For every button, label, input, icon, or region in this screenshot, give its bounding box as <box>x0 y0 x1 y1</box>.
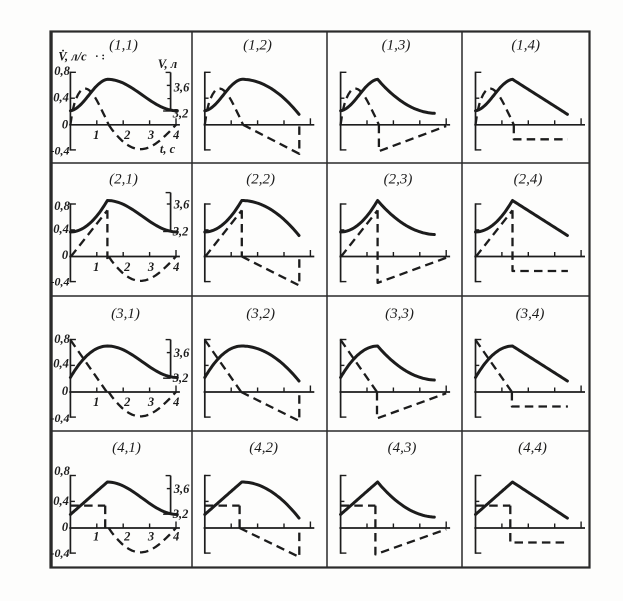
svg-text:0: 0 <box>62 248 69 262</box>
svg-text:2: 2 <box>123 260 130 274</box>
svg-text:(4,2): (4,2) <box>249 440 278 456</box>
svg-text:(2,4): (2,4) <box>514 172 543 188</box>
svg-text:0: 0 <box>62 117 69 131</box>
svg-text:(4,4): (4,4) <box>518 440 547 456</box>
svg-text:1: 1 <box>93 395 99 409</box>
svg-text:(1,3): (1,3) <box>382 38 411 54</box>
svg-text:1: 1 <box>93 128 99 142</box>
svg-text:3,6: 3,6 <box>173 482 190 496</box>
svg-text:4: 4 <box>172 128 179 142</box>
svg-text:0,8: 0,8 <box>54 64 70 78</box>
svg-text:3,2: 3,2 <box>172 106 189 120</box>
svg-text:2: 2 <box>123 395 130 409</box>
svg-text:t, c: t, c <box>160 142 176 156</box>
svg-text:2: 2 <box>123 530 130 544</box>
svg-text:-0,4: -0,4 <box>51 546 70 560</box>
svg-text:(3,1): (3,1) <box>111 306 140 322</box>
svg-text:3: 3 <box>147 260 154 274</box>
svg-text:(3,3): (3,3) <box>385 306 414 322</box>
svg-text:(4,1): (4,1) <box>112 440 141 456</box>
svg-text:V, л: V, л <box>158 57 177 71</box>
svg-text:(1,2): (1,2) <box>243 38 272 54</box>
svg-text:0,8: 0,8 <box>54 332 70 346</box>
svg-text:3,6: 3,6 <box>173 80 190 94</box>
svg-text:(2,2): (2,2) <box>246 172 275 188</box>
svg-text:0,4: 0,4 <box>53 494 69 508</box>
svg-text:3,2: 3,2 <box>172 507 189 521</box>
svg-text:0,4: 0,4 <box>53 222 69 236</box>
svg-text:-0,4: -0,4 <box>51 411 70 425</box>
svg-text:· :: · : <box>95 51 105 63</box>
svg-text:3,2: 3,2 <box>172 371 189 385</box>
svg-text:0,8: 0,8 <box>54 464 70 478</box>
svg-text:3,6: 3,6 <box>173 346 190 360</box>
svg-text:(2,3): (2,3) <box>384 172 413 188</box>
svg-text:(2,1): (2,1) <box>109 172 138 188</box>
svg-text:V̇, л/с: V̇, л/с <box>58 50 87 64</box>
svg-text:(1,1): (1,1) <box>109 38 138 54</box>
svg-text:3,2: 3,2 <box>172 225 189 239</box>
svg-text:0: 0 <box>62 384 69 398</box>
svg-text:2: 2 <box>123 128 130 142</box>
svg-text:0,8: 0,8 <box>54 199 70 213</box>
svg-text:(1,4): (1,4) <box>511 38 540 54</box>
svg-text:4: 4 <box>172 260 179 274</box>
svg-text:(4,3): (4,3) <box>388 440 417 456</box>
svg-text:-0,4: -0,4 <box>51 143 70 157</box>
svg-text:1: 1 <box>93 260 99 274</box>
svg-text:3,6: 3,6 <box>173 198 190 212</box>
svg-text:4: 4 <box>172 530 179 544</box>
svg-text:-0,4: -0,4 <box>51 274 70 288</box>
svg-text:0,4: 0,4 <box>53 90 69 104</box>
svg-text:0,4: 0,4 <box>53 356 69 370</box>
svg-text:(3,4): (3,4) <box>516 306 545 322</box>
svg-text:3: 3 <box>147 395 154 409</box>
svg-text:1: 1 <box>93 530 99 544</box>
svg-text:0: 0 <box>62 520 69 534</box>
svg-text:3: 3 <box>147 128 154 142</box>
svg-text:4: 4 <box>172 395 179 409</box>
svg-text:(3,2): (3,2) <box>246 306 275 322</box>
svg-text:3: 3 <box>147 530 154 544</box>
